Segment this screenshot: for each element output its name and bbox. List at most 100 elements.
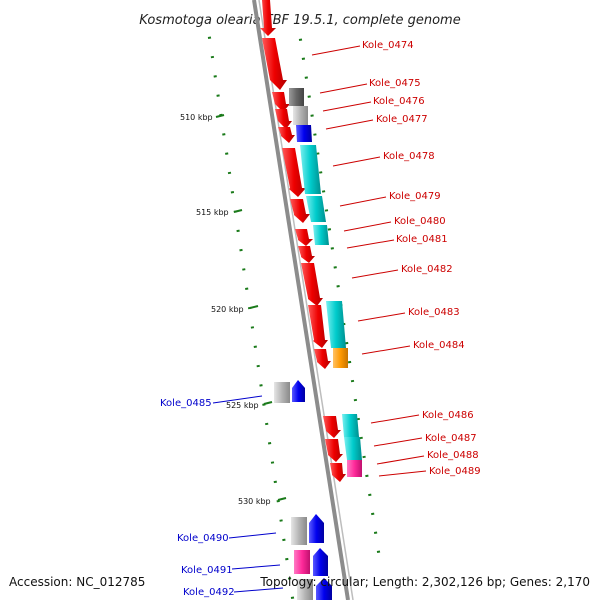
gene-label-0480[interactable]: Kole_0480 <box>394 216 446 227</box>
gene-box-0476[interactable] <box>293 106 308 125</box>
gene-box-0478[interactable] <box>300 145 321 194</box>
minor-tick-right <box>336 285 340 288</box>
gene-label-0483[interactable]: Kole_0483 <box>408 307 460 318</box>
minor-tick-right <box>313 133 317 136</box>
minor-tick-left <box>290 596 295 599</box>
leader-line <box>373 437 423 447</box>
minor-tick-left <box>207 36 212 39</box>
minor-tick-right <box>345 341 349 345</box>
gene-label-0492[interactable]: Kole_0492 <box>183 587 235 598</box>
leader-line <box>346 239 395 249</box>
gene-label-0474[interactable]: Kole_0474 <box>362 40 414 51</box>
minor-tick-right <box>350 379 355 383</box>
gene-box-0486[interactable] <box>342 414 359 437</box>
minor-tick-right <box>307 95 311 98</box>
minor-tick-left <box>270 461 275 464</box>
gene-arrow-0484[interactable] <box>314 349 331 369</box>
gene-box-0485-gray[interactable] <box>274 382 290 403</box>
minor-tick-left <box>225 152 229 155</box>
gene-arrow-0487[interactable] <box>325 439 343 462</box>
minor-tick-right <box>368 493 372 497</box>
gene-arrow-0481[interactable] <box>298 246 315 263</box>
leader-line <box>370 414 420 424</box>
gene-arrow-0483[interactable] <box>308 305 328 348</box>
map-title: Kosmotoga olearia TBF 19.5.1, complete g… <box>139 13 460 28</box>
minor-tick-left <box>230 191 235 194</box>
gene-arrow-0477[interactable] <box>278 127 295 143</box>
gene-arrow-0475[interactable] <box>272 92 290 112</box>
gene-label-0491[interactable]: Kole_0491 <box>181 565 233 576</box>
gene-box-0490-gray[interactable] <box>291 517 307 545</box>
kbp-tick-515 <box>233 209 243 213</box>
backbone-line-inner <box>258 0 354 600</box>
leader-line <box>361 345 411 355</box>
gene-label-0489[interactable]: Kole_0489 <box>429 466 481 477</box>
gene-arrow-0474[interactable] <box>260 0 276 36</box>
gene-box-0491-pink[interactable] <box>294 550 310 574</box>
gene-arrow-0490[interactable] <box>309 514 324 543</box>
leader-line <box>322 101 372 112</box>
kbp-tick-525 <box>263 401 273 405</box>
gene-label-0476[interactable]: Kole_0476 <box>373 96 425 107</box>
kbp-label-520: 520 kbp <box>211 305 244 314</box>
minor-tick-right <box>304 76 308 79</box>
minor-tick-left <box>239 248 243 252</box>
gene-label-0478[interactable]: Kole_0478 <box>383 151 435 162</box>
gene-label-0484[interactable]: Kole_0484 <box>413 340 465 351</box>
minor-tick-right <box>330 247 334 250</box>
gene-arrow-0478[interactable] <box>282 148 306 197</box>
gene-label-0487[interactable]: Kole_0487 <box>425 433 477 444</box>
gene-box-0483[interactable] <box>326 301 346 348</box>
gene-box-0484[interactable] <box>333 348 348 368</box>
gene-label-0475[interactable]: Kole_0475 <box>369 78 421 89</box>
minor-tick-right <box>324 209 329 212</box>
gene-box-0480[interactable] <box>313 225 329 245</box>
reverse-cds-lane <box>274 380 332 600</box>
gene-box-0488[interactable] <box>347 460 362 477</box>
leader-line <box>231 564 281 570</box>
gene-arrow-0482[interactable] <box>301 263 323 306</box>
leader-line <box>378 470 427 477</box>
gene-label-0479[interactable]: Kole_0479 <box>389 191 441 202</box>
gene-label-0488[interactable]: Kole_0488 <box>427 450 479 461</box>
gene-label-0486[interactable]: Kole_0486 <box>422 410 474 421</box>
kbp-tick-530 <box>277 497 287 501</box>
gene-label-0490[interactable]: Kole_0490 <box>177 533 229 544</box>
minor-tick-left <box>242 268 246 271</box>
minor-tick-left <box>265 422 269 426</box>
gene-label-0482[interactable]: Kole_0482 <box>401 264 453 275</box>
gene-box-0487[interactable] <box>344 437 362 460</box>
gene-arrow-0491[interactable] <box>313 548 328 576</box>
leader-line <box>351 269 399 279</box>
accession-text: Accession: NC_012785 <box>9 575 145 589</box>
gene-box-0475[interactable] <box>289 88 304 106</box>
minor-tick-left <box>287 577 292 580</box>
gene-label-0485[interactable]: Kole_0485 <box>160 398 212 409</box>
minor-tick-left <box>236 229 240 233</box>
minor-tick-right <box>319 171 323 174</box>
backbone-line <box>252 0 350 600</box>
gene-box-0492-gray[interactable] <box>297 579 313 600</box>
minor-tick-left <box>210 55 215 59</box>
gene-label-0481[interactable]: Kole_0481 <box>396 234 448 245</box>
gene-arrow-0488[interactable] <box>330 463 346 482</box>
minor-tick-left <box>267 442 272 445</box>
gene-arrow-0480[interactable] <box>295 229 313 246</box>
gene-arrow-0486[interactable] <box>323 416 341 438</box>
gene-arrow-0476[interactable] <box>275 109 292 129</box>
gene-box-0477[interactable] <box>296 125 312 142</box>
gene-arrow-0474b[interactable] <box>262 38 287 90</box>
gene-box-0479[interactable] <box>306 196 326 222</box>
leader-line <box>233 587 284 593</box>
gene-arrow-0479[interactable] <box>290 199 310 223</box>
outer-gene-lane <box>289 88 362 477</box>
leader-line <box>343 221 392 232</box>
minor-tick-left <box>256 364 260 368</box>
gene-arrow-0485[interactable] <box>292 380 305 402</box>
leader-line <box>332 156 381 167</box>
kbp-scale: 510 kbp 515 kbp 520 kbp 525 kbp 530 kbp <box>180 113 287 506</box>
leader-line <box>376 455 425 465</box>
gene-label-0477[interactable]: Kole_0477 <box>376 114 428 125</box>
minor-tick-right <box>321 190 326 193</box>
gene-arrow-0492[interactable] <box>316 578 332 600</box>
